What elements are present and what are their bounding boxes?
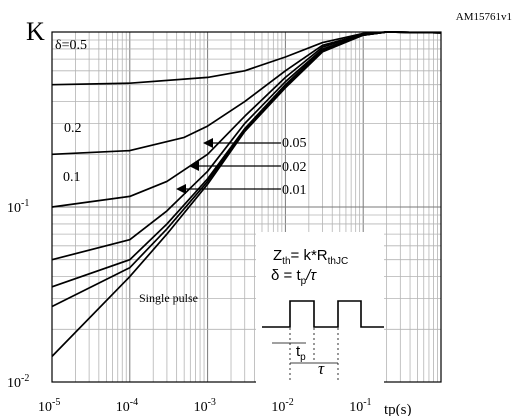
inset-background: [256, 232, 384, 384]
formula-zth: Zth= k*RthJC: [273, 247, 348, 267]
series-label-0-05: 0.05: [282, 136, 307, 151]
leader-lines: [176, 138, 281, 194]
y-tick-labels: 10-2 10-1: [7, 198, 29, 391]
arrow-head-0-01: [176, 184, 186, 194]
series-line-1: [51, 31, 442, 156]
chart-curves: [51, 31, 442, 357]
series-label-0-02: 0.02: [282, 160, 307, 175]
series-label-0-5: δ=0.5: [55, 38, 87, 53]
y-axis-title: K: [26, 17, 45, 46]
period-label: τ: [318, 359, 325, 378]
x-tick-label: 10-3: [194, 397, 216, 415]
series-line-3: [51, 31, 442, 261]
pulse-waveform: [262, 300, 384, 328]
x-tick-labels: 10-5 10-4 10-3 10-2 10-1: [38, 397, 372, 415]
x-tick-label: 10-5: [38, 397, 60, 415]
series-label-single-pulse: Single pulse: [139, 291, 198, 305]
x-axis-title: tp(s): [384, 402, 412, 416]
series-label-0-2: 0.2: [64, 121, 82, 136]
arrow-head-0-02: [189, 161, 199, 171]
series-label-0-01: 0.01: [282, 183, 307, 198]
x-tick-label: 10-4: [116, 397, 138, 415]
series-line-2: [51, 31, 442, 208]
series-line-6: [51, 31, 442, 357]
x-tick-label: 10-1: [349, 397, 371, 415]
figure-id: AM15761v1: [456, 11, 512, 23]
arrow-head-0-05: [203, 138, 213, 148]
x-tick-label: 10-2: [271, 397, 293, 415]
y-tick-label: 10-1: [7, 198, 29, 216]
series-labels: δ=0.5 0.2 0.1 0.05 0.02 0.01 Single puls…: [55, 38, 307, 305]
formula-inset: Zth= k*RthJC δ = tp/τ tp τ: [256, 232, 384, 384]
series-label-0-1: 0.1: [63, 170, 81, 185]
y-tick-label: 10-2: [7, 373, 29, 391]
formula-delta: δ = tp/τ: [271, 267, 317, 287]
tp-label: tp: [296, 343, 306, 363]
